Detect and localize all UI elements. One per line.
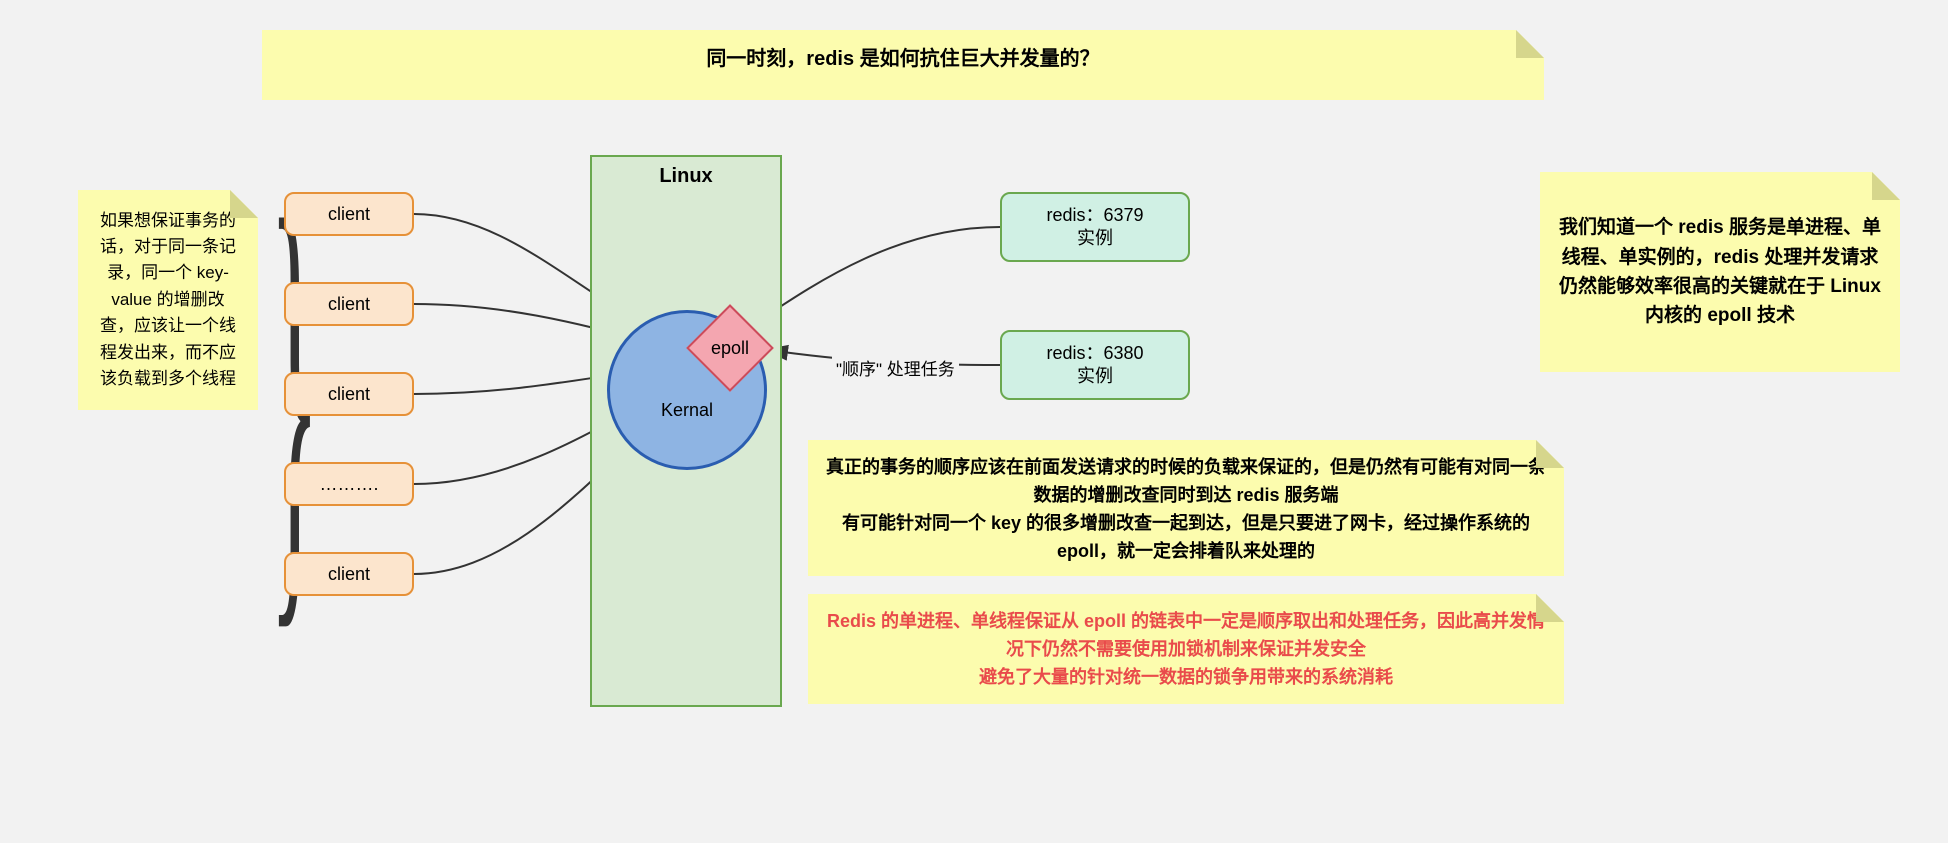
mid-note-line1: 真正的事务的顺序应该在前面发送请求的时候的负载来保证的，但是仍然有可能有对同一条…	[826, 454, 1546, 510]
client-label: client	[328, 384, 370, 405]
kernal-label: Kernal	[661, 400, 713, 421]
client-label: client	[328, 204, 370, 225]
right-note-text: 我们知道一个 redis 服务是单进程、单线程、单实例的，redis 处理并发请…	[1558, 213, 1882, 331]
mid-note: 真正的事务的顺序应该在前面发送请求的时候的负载来保证的，但是仍然有可能有对同一条…	[808, 440, 1564, 576]
redis-instance-label: 实例	[1077, 365, 1113, 388]
bottom-note-line1: Redis 的单进程、单线程保证从 epoll 的链表中一定是顺序取出和处理任务…	[826, 608, 1546, 664]
client-node-3: client	[284, 372, 414, 416]
redis-instance-6379: redis：6379 实例	[1000, 192, 1190, 262]
client-node-n: client	[284, 552, 414, 596]
title-text: 同一时刻，redis 是如何抗住巨大并发量的？	[706, 48, 1099, 70]
client-node-ellipsis: ……….	[284, 462, 414, 506]
edge-label-sequential: "顺序" 处理任务	[832, 355, 959, 380]
redis-instance-6380: redis：6380 实例	[1000, 330, 1190, 400]
title-note: 同一时刻，redis 是如何抗住巨大并发量的？	[262, 30, 1544, 100]
client-label: client	[328, 294, 370, 315]
client-label: ……….	[319, 474, 378, 495]
redis-port: redis：6379	[1046, 204, 1143, 227]
left-note-text: 如果想保证事务的话，对于同一条记录，同一个 key-value 的增删改查，应该…	[96, 208, 240, 392]
client-node-2: client	[284, 282, 414, 326]
left-note: 如果想保证事务的话，对于同一条记录，同一个 key-value 的增删改查，应该…	[78, 190, 258, 410]
redis-instance-label: 实例	[1077, 227, 1113, 250]
bottom-note: Redis 的单进程、单线程保证从 epoll 的链表中一定是顺序取出和处理任务…	[808, 594, 1564, 704]
client-label: client	[328, 564, 370, 585]
bottom-note-line2: 避免了大量的针对统一数据的锁争用带来的系统消耗	[826, 664, 1546, 692]
redis-port: redis：6380	[1046, 342, 1143, 365]
client-node-1: client	[284, 192, 414, 236]
linux-title: Linux	[592, 165, 780, 188]
mid-note-line2: 有可能针对同一个 key 的很多增删改查一起到达，但是只要进了网卡，经过操作系统…	[826, 510, 1546, 566]
right-note: 我们知道一个 redis 服务是单进程、单线程、单实例的，redis 处理并发请…	[1540, 172, 1900, 372]
